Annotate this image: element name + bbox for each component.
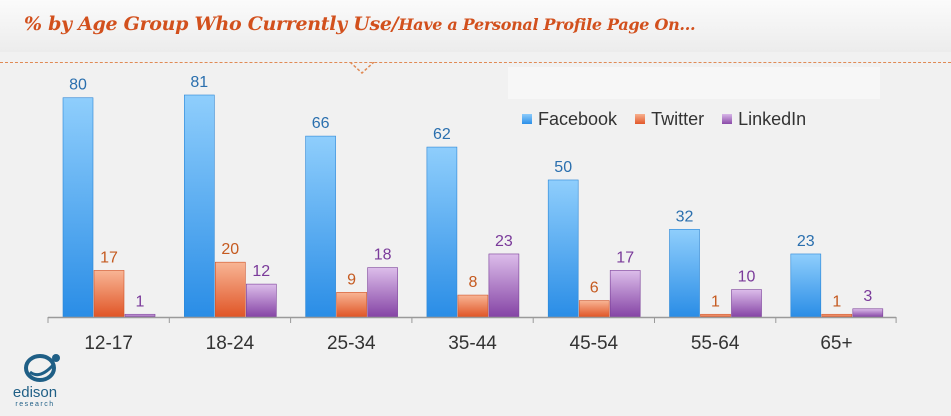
bar-linkedin-65+: [852, 308, 884, 318]
data-label-linkedin-35-44: 23: [495, 233, 513, 250]
legend: Facebook Twitter LinkedIn: [522, 108, 806, 130]
bar-facebook-55-64: [669, 228, 700, 318]
bar-twitter-55-64: [700, 313, 731, 318]
legend-label-facebook: Facebook: [538, 108, 618, 129]
chart-title-small: Have a Personal Profile Page On...: [398, 15, 696, 34]
data-label-twitter-18-24: 20: [221, 241, 239, 258]
bar-twitter-35-44: [457, 294, 489, 318]
logo-wordmark: edison: [12, 384, 58, 401]
chart-title-main: % by Age Group Who Currently Use/: [24, 13, 399, 35]
legend-label-twitter: Twitter: [651, 108, 705, 129]
x-tick-label-35-44: 35-44: [448, 333, 497, 354]
x-tick-label-65+: 65+: [820, 333, 852, 354]
data-label-linkedin-45-54: 17: [616, 249, 634, 266]
data-label-twitter-55-64: 1: [711, 293, 720, 310]
title-bar: [0, 0, 951, 52]
data-label-linkedin-65+: 3: [863, 288, 872, 305]
bar-facebook-45-54: [547, 179, 579, 318]
data-label-facebook-35-44: 62: [433, 126, 451, 143]
bar-facebook-25-34: [305, 135, 336, 318]
data-label-facebook-12-17: 80: [69, 77, 87, 94]
legend-item-facebook: Facebook: [522, 109, 617, 130]
legend-item-twitter: Twitter: [635, 109, 704, 130]
chart-title: % by Age Group Who Currently Use/Have a …: [24, 13, 696, 35]
x-tick-label-55-64: 55-64: [691, 333, 740, 354]
logo-subtitle: research: [15, 401, 55, 408]
bar-facebook-18-24: [184, 94, 215, 318]
bar-twitter-25-34: [336, 292, 367, 318]
data-label-facebook-18-24: 81: [190, 74, 208, 91]
data-label-twitter-35-44: 8: [468, 274, 477, 291]
title-divider: [0, 62, 951, 63]
x-axis: 12-17 18-24 25-34 35-44 45-54 55-64 65+: [47, 316, 897, 354]
bar-twitter-45-54: [578, 300, 610, 318]
data-label-linkedin-25-34: 18: [374, 247, 392, 264]
bar-facebook-12-17: [62, 97, 94, 318]
x-tick-label-25-34: 25-34: [327, 333, 376, 354]
bar-linkedin-45-54: [609, 270, 641, 318]
x-tick-label-45-54: 45-54: [570, 333, 619, 354]
legend-swatch-linkedin: [722, 114, 733, 124]
data-label-facebook-65+: 23: [797, 233, 815, 250]
data-label-linkedin-55-64: 10: [738, 269, 756, 286]
data-label-facebook-45-54: 50: [554, 159, 572, 176]
bar-linkedin-25-34: [367, 267, 398, 318]
value-labels-group: 80 17 1 81 20 12 66 9 18 62 8 23 50 6 17 32 1 10 23 1 3: [69, 74, 872, 310]
data-label-twitter-12-17: 17: [100, 249, 118, 266]
data-label-linkedin-18-24: 12: [252, 263, 270, 280]
legend-swatch-facebook: [522, 114, 532, 124]
divider-notch: [350, 62, 374, 74]
bar-twitter-65+: [821, 313, 853, 318]
bars-group: [62, 94, 884, 318]
bar-facebook-35-44: [426, 146, 458, 318]
bar-twitter-18-24: [215, 261, 246, 318]
legend-swatch-twitter: [635, 114, 646, 124]
legend-label-linkedin: LinkedIn: [738, 108, 807, 129]
legend-background: [508, 67, 880, 99]
data-label-twitter-25-34: 9: [347, 271, 356, 288]
data-label-linkedin-12-17: 1: [136, 293, 145, 310]
data-label-twitter-45-54: 6: [590, 280, 599, 297]
edison-logo-icon: [24, 354, 60, 382]
bar-twitter-12-17: [93, 270, 125, 318]
bar-linkedin-18-24: [246, 283, 277, 318]
data-label-facebook-55-64: 32: [676, 208, 694, 225]
legend-item-linkedin: LinkedIn: [722, 109, 806, 130]
x-tick-label-18-24: 18-24: [206, 333, 255, 354]
x-tick-label-12-17: 12-17: [84, 333, 133, 354]
bar-facebook-65+: [790, 253, 822, 318]
data-label-facebook-25-34: 66: [312, 115, 330, 132]
bar-linkedin-12-17: [124, 313, 156, 318]
bar-linkedin-35-44: [488, 253, 520, 318]
bar-linkedin-55-64: [731, 289, 762, 318]
data-label-twitter-65+: 1: [832, 293, 841, 310]
